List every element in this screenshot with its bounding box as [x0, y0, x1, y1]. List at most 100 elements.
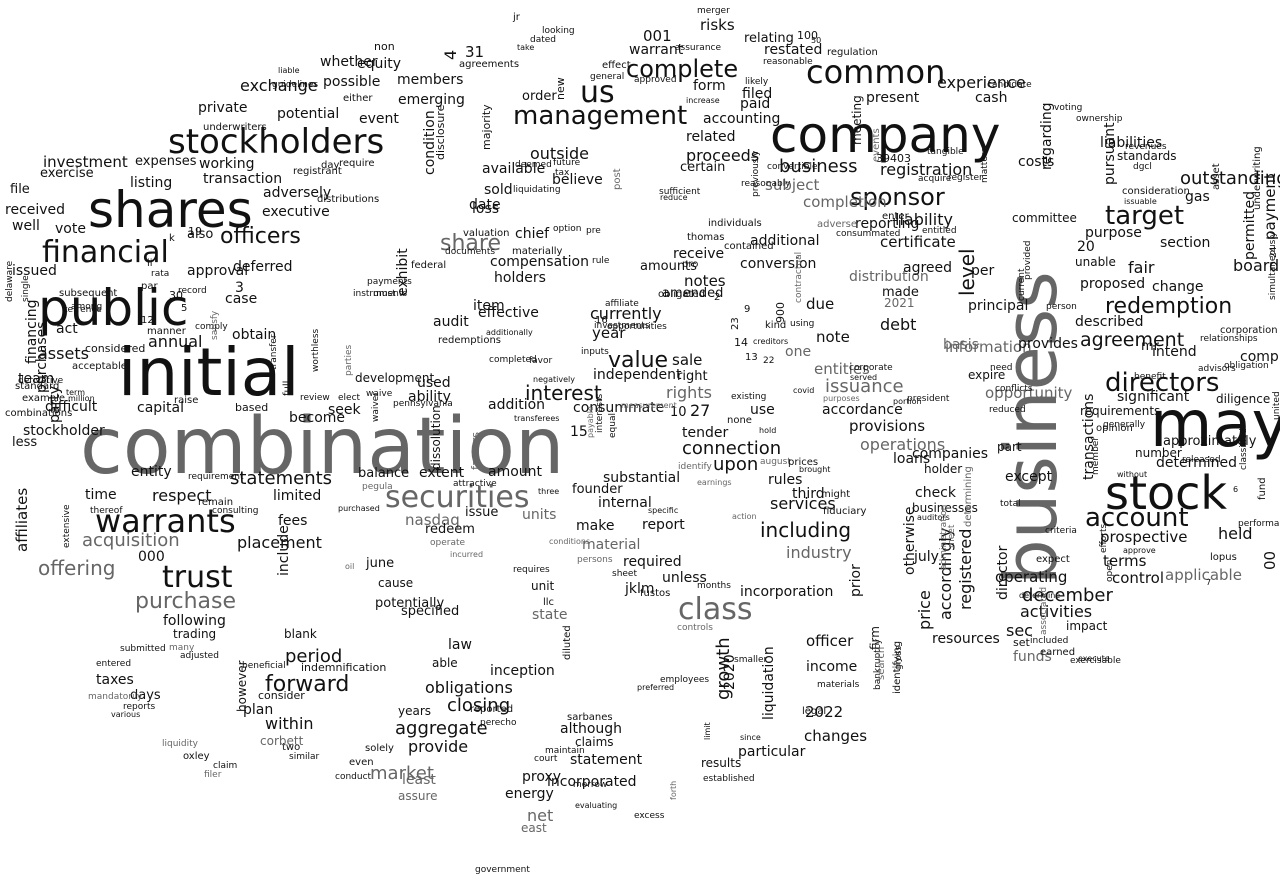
cloud-word: portion [893, 397, 922, 406]
cloud-word: members [397, 72, 464, 88]
cloud-word: proxy [522, 769, 562, 785]
cloud-word: business [779, 156, 858, 177]
cloud-word: convertible [767, 162, 818, 172]
cloud-word: terrence [64, 305, 102, 315]
cloud-word: maintain [545, 746, 585, 756]
cloud-word: limited [273, 488, 322, 504]
cloud-word: principal [968, 298, 1029, 314]
cloud-word: energy [505, 786, 554, 802]
cloud-word: beneficial [242, 661, 286, 671]
cloud-word: chief [515, 226, 550, 242]
cloud-word: subsequent [59, 288, 118, 299]
cloud-word: issuable [1124, 197, 1157, 206]
cloud-word: investment [43, 153, 128, 171]
cloud-word: industry [786, 543, 852, 562]
cloud-word: various [111, 710, 141, 719]
cloud-word: sold [484, 182, 513, 198]
cloud-word: emerging [398, 92, 465, 108]
cloud-word: able [432, 656, 458, 670]
cloud-word: 00 [1261, 550, 1279, 570]
cloud-word: pegula [362, 482, 393, 492]
cloud-word: relationships [1200, 334, 1258, 344]
cloud-word: based [235, 401, 269, 414]
cloud-word: units [522, 507, 557, 523]
cloud-word: new [554, 77, 567, 100]
cloud-word: adverse [817, 219, 858, 230]
cloud-word: waive [366, 389, 393, 399]
cloud-word: outstanding [1180, 168, 1280, 189]
cloud-word: individuals [708, 218, 762, 229]
cloud-word: present [866, 90, 920, 106]
cloud-word: assure [398, 789, 438, 803]
cloud-word: 7 [1206, 578, 1212, 587]
cloud-word: august [760, 457, 791, 467]
cloud-word: brought [799, 465, 831, 474]
cloud-word: check [915, 485, 956, 501]
cloud-word: required [623, 554, 682, 570]
cloud-word: warrants [95, 502, 236, 540]
cloud-word: oxley [183, 751, 210, 762]
cloud-word: reduce [660, 193, 688, 202]
cloud-word: per [971, 263, 995, 279]
cloud-word: provide [408, 737, 469, 756]
cloud-word: earned [1040, 647, 1076, 658]
cloud-word: although [560, 721, 623, 737]
cloud-word: looking [542, 26, 575, 36]
cloud-word: financial [42, 235, 169, 270]
cloud-word: liquidating [513, 185, 561, 195]
cloud-word: entitled [922, 226, 957, 236]
cloud-word: trust [162, 560, 233, 595]
cloud-word: price [915, 590, 934, 630]
cloud-word: indemnification [301, 661, 387, 674]
cloud-word: vote [55, 221, 86, 237]
cloud-word: controls [677, 623, 713, 633]
cloud-word: liable [278, 66, 300, 75]
cloud-word: compensation [490, 254, 589, 270]
cloud-word: require [339, 158, 375, 169]
cloud-word: negatively [533, 375, 575, 384]
cloud-word: committee [1012, 211, 1077, 225]
cloud-word: 22 [763, 356, 775, 366]
cloud-word: without [1117, 470, 1148, 479]
cloud-word: paid [740, 96, 771, 112]
cloud-word: general [590, 72, 625, 82]
cloud-word: contractual [794, 251, 804, 303]
cloud-word: approximately [1163, 434, 1257, 449]
cloud-word: released [1182, 455, 1221, 465]
cloud-word: may [1150, 388, 1280, 462]
cloud-word: dgcl [1133, 162, 1152, 172]
cloud-word: 4 [441, 49, 460, 60]
cloud-word: transferees [514, 414, 560, 423]
cloud-word: period [285, 646, 343, 667]
cloud-word: outside [530, 144, 589, 163]
cloud-word: dissolution [429, 405, 443, 470]
cloud-word: stock [1105, 466, 1228, 520]
cloud-word: approved [634, 75, 677, 85]
cloud-word: east [521, 821, 547, 835]
cloud-word: non [374, 40, 395, 53]
cloud-word: following [163, 613, 226, 629]
cloud-word: asset [1211, 163, 1222, 190]
cloud-word: certain [680, 160, 726, 175]
cloud-word: made [882, 285, 919, 300]
cloud-word: activities [1020, 602, 1093, 621]
cloud-word: market [370, 763, 434, 784]
cloud-word: filed [742, 86, 773, 102]
cloud-word: except [1005, 469, 1053, 485]
cloud-word: relating [744, 31, 794, 46]
cloud-word: years [398, 704, 432, 718]
cloud-word: management [513, 101, 688, 131]
cloud-word: whether [320, 54, 378, 70]
cloud-word: board [1233, 256, 1280, 275]
cloud-word: 20 [1077, 239, 1095, 255]
cloud-word: obligated [658, 289, 705, 300]
cloud-word: businesses [912, 501, 978, 515]
cloud-word: notes [684, 272, 726, 290]
cloud-word: pursuant [1102, 122, 1118, 185]
cloud-word: incurred [450, 550, 484, 559]
cloud-word: action [732, 512, 757, 521]
cloud-word: warrant [629, 42, 684, 58]
cloud-word: debt [880, 315, 917, 334]
cloud-word: agreement [1080, 329, 1185, 351]
cloud-word: order [522, 89, 557, 104]
